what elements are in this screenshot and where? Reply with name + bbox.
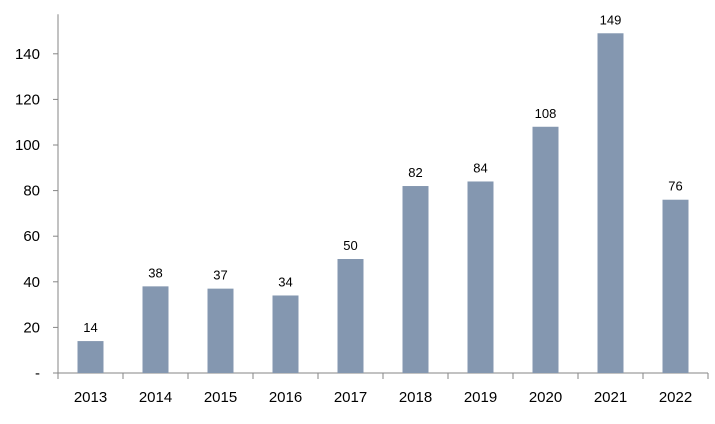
data-label-2014: 38: [148, 265, 162, 280]
y-tick-label: 140: [15, 46, 40, 63]
bar-2015: [207, 288, 234, 373]
data-label-2013: 14: [83, 320, 97, 335]
y-tick-label: 80: [23, 183, 40, 200]
y-tick-label: -: [35, 365, 40, 382]
x-tick-label-2020: 2020: [529, 389, 562, 406]
bars: [77, 33, 689, 373]
bar-2021: [597, 33, 624, 373]
bar-2013: [77, 341, 104, 373]
x-tick-label-2016: 2016: [269, 389, 302, 406]
x-tick-label-2018: 2018: [399, 389, 432, 406]
data-label-2019: 84: [473, 160, 487, 175]
x-tick-label-2013: 2013: [74, 389, 107, 406]
bar-2016: [272, 295, 299, 373]
bar-2022: [662, 199, 689, 373]
data-label-2021: 149: [600, 12, 622, 27]
x-tick-label-2019: 2019: [464, 389, 497, 406]
bar-2014: [142, 286, 169, 373]
data-label-2022: 76: [668, 179, 682, 194]
data-label-2018: 82: [408, 165, 422, 180]
bar-2019: [467, 181, 494, 373]
y-tick-label: 120: [15, 91, 40, 108]
bar-2020: [532, 126, 559, 373]
x-tick-label-2021: 2021: [594, 389, 627, 406]
y-axis: - 20 40 60 80 100 120 140: [15, 14, 59, 382]
x-tick-label-2022: 2022: [659, 389, 692, 406]
y-tick-label: 100: [15, 137, 40, 154]
y-tick-label: 40: [23, 274, 40, 291]
bar-2018: [402, 186, 429, 373]
y-tick-label: 20: [23, 319, 40, 336]
y-tick-label: 60: [23, 228, 40, 245]
x-axis: 2013 2014 2015 2016 2017 2018 2019 2020 2021 2022: [57, 372, 709, 406]
data-label-2015: 37: [213, 268, 227, 283]
data-label-2020: 108: [535, 106, 557, 121]
data-label-2017: 50: [343, 238, 357, 253]
x-tick-label-2014: 2014: [139, 389, 172, 406]
bar-2017: [337, 259, 364, 373]
data-label-2016: 34: [278, 274, 292, 289]
x-tick-label-2017: 2017: [334, 389, 367, 406]
data-labels: 14 38 37 34 50 82 84 108 149 76: [83, 12, 682, 335]
x-tick-label-2015: 2015: [204, 389, 237, 406]
